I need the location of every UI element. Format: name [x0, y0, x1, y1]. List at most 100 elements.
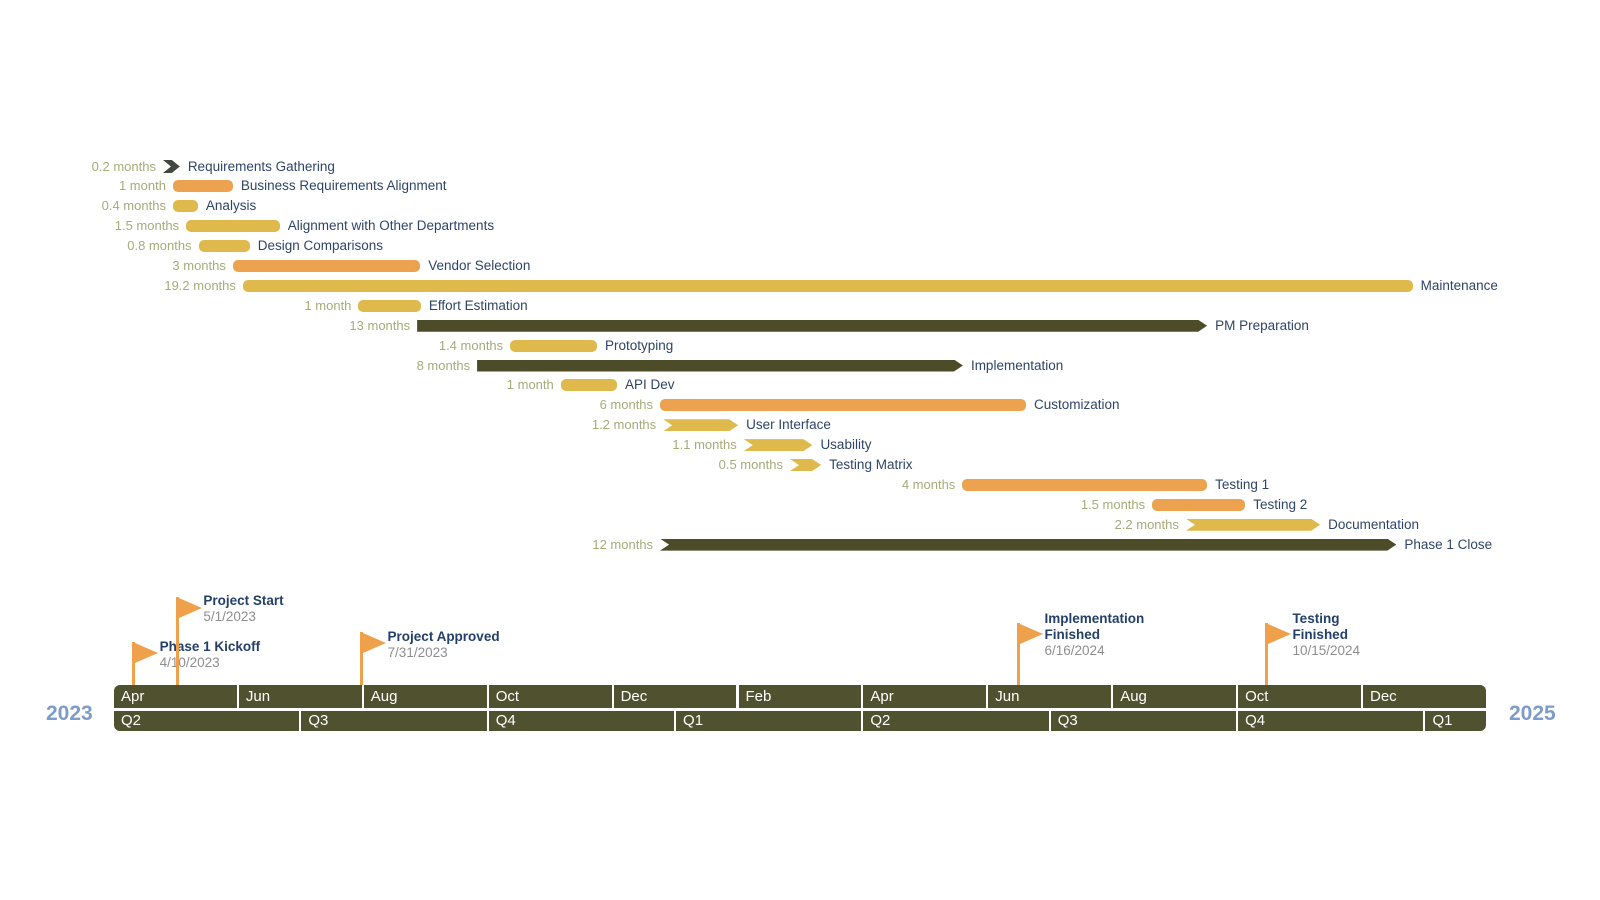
axis-quarter-cell: Q1	[676, 711, 862, 731]
task-bar[interactable]	[660, 539, 1396, 551]
milestone-flag-icon[interactable]	[178, 598, 202, 618]
task-marker-chevron-icon[interactable]	[163, 160, 180, 173]
task-bar[interactable]	[417, 320, 1207, 332]
milestone-flag-pole	[1264, 623, 1268, 685]
task-duration-label: 2.2 months	[1114, 516, 1179, 532]
milestone-flag-pole	[1017, 623, 1021, 685]
task-duration-label: 4 months	[901, 476, 956, 492]
axis-month-cell: Aug	[363, 685, 487, 708]
task-duration-label: 8 months	[416, 357, 471, 373]
year-label-left: 2023	[46, 702, 93, 725]
milestone-flag-icon[interactable]	[1020, 624, 1044, 644]
milestone-flag-icon[interactable]	[135, 643, 159, 663]
task-name-label: Effort Estimation	[428, 297, 528, 313]
milestone-date: 4/10/2023	[159, 655, 220, 670]
task-name-label: Maintenance	[1420, 277, 1498, 293]
axis-month-cell: Aug	[1113, 685, 1237, 708]
milestone-date: 6/16/2024	[1044, 643, 1105, 658]
axis-quarter-cell: Q4	[488, 711, 675, 731]
milestone-title: Project Approved	[387, 629, 500, 644]
task-name-label: Phase 1 Close	[1404, 536, 1493, 552]
task-duration-label: 1.5 months	[114, 218, 180, 234]
task-bar[interactable]	[1152, 498, 1246, 511]
task-bar[interactable]	[510, 339, 597, 352]
task-bar[interactable]	[242, 279, 1413, 292]
task-bar[interactable]	[477, 360, 963, 372]
milestone-title: Testing	[1292, 611, 1340, 626]
task-duration-label: 1.5 months	[1080, 496, 1146, 512]
task-duration-label: 12 months	[592, 536, 654, 552]
task-bar[interactable]	[663, 419, 738, 431]
task-bar[interactable]	[560, 379, 617, 392]
task-bar[interactable]	[358, 299, 421, 312]
milestone-title: Implementation	[1044, 611, 1145, 626]
axis-month-cell: Feb	[738, 685, 862, 708]
milestone-date: 10/15/2024	[1292, 643, 1361, 658]
task-name-label: Prototyping	[604, 337, 674, 353]
axis-month-cell: Oct	[488, 685, 612, 708]
task-name-label: Testing Matrix	[829, 457, 913, 472]
task-name-label: PM Preparation	[1215, 317, 1309, 333]
task-duration-label: 0.8 months	[127, 238, 192, 254]
task-bar[interactable]	[198, 240, 250, 253]
milestone-label: Implementation Finished 6/16/2024	[1045, 611, 1145, 659]
milestone-title: Finished	[1044, 627, 1101, 642]
task-duration-label: 1.4 months	[438, 337, 504, 353]
task-duration-label: 0.4 months	[101, 198, 166, 214]
task-name-label: Documentation	[1328, 516, 1419, 532]
axis-month-cell: Apr	[863, 685, 987, 708]
milestone-date: 5/1/2023	[203, 609, 256, 624]
task-bar[interactable]	[186, 220, 280, 233]
task-name-label: API Dev	[624, 377, 675, 393]
task-name-label: Usability	[820, 437, 872, 453]
task-bar[interactable]	[1186, 519, 1320, 531]
task-duration-label: 1 month	[304, 297, 352, 313]
milestone-flag-pole	[132, 642, 136, 685]
milestone-flag-pole	[175, 597, 179, 685]
task-name-label: Analysis	[205, 198, 257, 214]
task-name-label: Design Comparisons	[257, 238, 384, 254]
axis-month-cell: Dec	[613, 685, 737, 708]
task-name-label: Business Requirements Alignment	[240, 178, 447, 194]
task-bar[interactable]	[660, 399, 1026, 412]
axis-month-cell: Jun	[988, 685, 1112, 708]
axis-quarter-cell: Q4	[1238, 711, 1424, 731]
milestone-label: Project Approved 7/31/2023	[388, 629, 500, 661]
task-bar[interactable]	[790, 459, 821, 471]
task-name-label: Vendor Selection	[428, 258, 531, 273]
task-duration-label: 1 month	[118, 178, 166, 194]
axis-month-cell: Apr	[114, 685, 237, 708]
task-bar[interactable]	[172, 200, 198, 213]
milestone-label: Testing Finished 10/15/2024	[1292, 611, 1360, 659]
task-duration-label: 1 month	[506, 377, 554, 393]
task-bar[interactable]	[172, 180, 233, 193]
milestone-date: 7/31/2023	[387, 645, 448, 660]
milestone-title: Project Start	[203, 593, 284, 608]
axis-quarter-cell: Q2	[863, 711, 1049, 731]
axis-month-cell: Oct	[1238, 685, 1361, 708]
task-duration-label: 1.2 months	[591, 417, 657, 433]
task-duration-label: 6 months	[599, 397, 654, 413]
task-bar[interactable]	[962, 478, 1208, 491]
task-name-label: Requirements Gathering	[187, 158, 335, 174]
axis-quarter-cell: Q3	[301, 711, 487, 731]
task-name-label: Alignment with Other Departments	[287, 218, 495, 234]
task-bar[interactable]	[232, 260, 421, 272]
task-name-label: Customization	[1034, 397, 1120, 413]
task-duration-label: 13 months	[349, 317, 411, 333]
milestone-label: Phase 1 Kickoff 4/10/2023	[160, 639, 261, 671]
year-label-right: 2025	[1509, 702, 1556, 725]
task-bar[interactable]	[744, 439, 813, 451]
milestone-flag-icon[interactable]	[1267, 624, 1291, 644]
task-name-label: Testing 1	[1215, 476, 1270, 492]
milestone-flag-pole	[360, 632, 364, 685]
axis-quarter-cell: Q3	[1050, 711, 1237, 731]
milestone-label: Project Start 5/1/2023	[203, 593, 283, 625]
task-duration-label: 1.1 months	[672, 437, 737, 453]
task-duration-label: 0.2 months	[91, 158, 156, 174]
milestone-flag-icon[interactable]	[363, 633, 387, 653]
milestone-title: Phase 1 Kickoff	[159, 639, 261, 654]
axis-quarter-cell: Q2	[114, 711, 300, 731]
task-duration-label: 3 months	[172, 258, 226, 273]
axis-month-cell: Dec	[1363, 685, 1486, 708]
